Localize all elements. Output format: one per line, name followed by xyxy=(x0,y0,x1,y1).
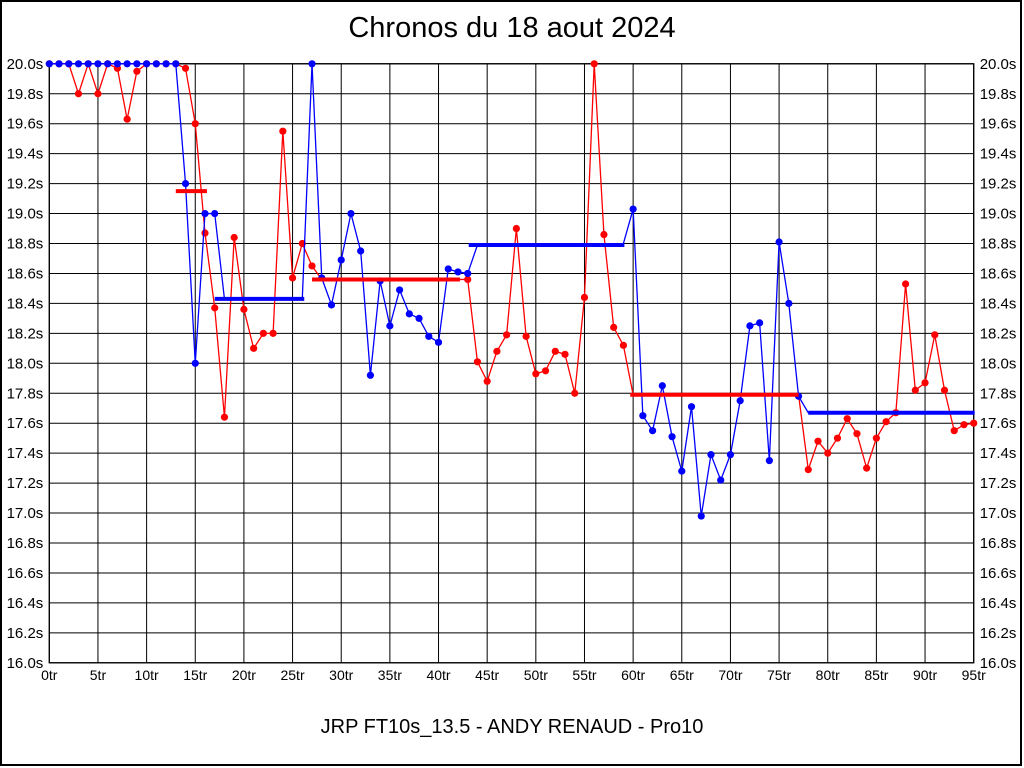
svg-text:17.4s: 17.4s xyxy=(980,445,1017,462)
svg-text:0tr: 0tr xyxy=(41,667,58,683)
svg-text:40tr: 40tr xyxy=(426,667,450,683)
svg-text:18.2s: 18.2s xyxy=(7,325,44,342)
svg-text:17.2s: 17.2s xyxy=(7,475,44,492)
svg-text:16.4s: 16.4s xyxy=(980,595,1017,612)
svg-text:16.6s: 16.6s xyxy=(980,565,1017,582)
svg-text:50tr: 50tr xyxy=(524,667,548,683)
svg-text:18.6s: 18.6s xyxy=(7,265,44,282)
svg-text:17.8s: 17.8s xyxy=(7,385,44,402)
svg-text:15tr: 15tr xyxy=(183,667,207,683)
svg-text:18.2s: 18.2s xyxy=(980,325,1017,342)
svg-text:18.8s: 18.8s xyxy=(980,236,1017,253)
svg-text:19.0s: 19.0s xyxy=(980,206,1017,223)
svg-text:18.0s: 18.0s xyxy=(7,355,44,372)
svg-text:19.6s: 19.6s xyxy=(7,116,44,133)
svg-text:35tr: 35tr xyxy=(378,667,402,683)
svg-text:20.0s: 20.0s xyxy=(7,56,44,73)
svg-text:85tr: 85tr xyxy=(864,667,888,683)
svg-text:17.0s: 17.0s xyxy=(980,505,1017,522)
svg-text:19.8s: 19.8s xyxy=(7,86,44,103)
svg-text:17.6s: 17.6s xyxy=(980,415,1017,432)
svg-text:16.4s: 16.4s xyxy=(7,595,44,612)
svg-text:25tr: 25tr xyxy=(280,667,304,683)
svg-text:65tr: 65tr xyxy=(670,667,694,683)
svg-text:19.2s: 19.2s xyxy=(980,176,1017,193)
svg-text:17.2s: 17.2s xyxy=(980,475,1017,492)
svg-text:19.6s: 19.6s xyxy=(980,116,1017,133)
svg-text:45tr: 45tr xyxy=(475,667,499,683)
svg-text:20tr: 20tr xyxy=(232,667,256,683)
svg-text:18.4s: 18.4s xyxy=(7,295,44,312)
svg-text:80tr: 80tr xyxy=(816,667,840,683)
svg-text:17.4s: 17.4s xyxy=(7,445,44,462)
svg-text:17.6s: 17.6s xyxy=(7,415,44,432)
svg-text:19.0s: 19.0s xyxy=(7,206,44,223)
svg-text:17.0s: 17.0s xyxy=(7,505,44,522)
svg-text:16.2s: 16.2s xyxy=(980,625,1017,642)
svg-text:18.4s: 18.4s xyxy=(980,295,1017,312)
svg-text:75tr: 75tr xyxy=(767,667,791,683)
svg-text:19.2s: 19.2s xyxy=(7,176,44,193)
svg-text:16.6s: 16.6s xyxy=(7,565,44,582)
svg-text:90tr: 90tr xyxy=(913,667,937,683)
svg-text:30tr: 30tr xyxy=(329,667,353,683)
svg-text:95tr: 95tr xyxy=(962,667,986,683)
svg-text:18.8s: 18.8s xyxy=(7,236,44,253)
svg-text:19.8s: 19.8s xyxy=(980,86,1017,103)
svg-text:70tr: 70tr xyxy=(718,667,742,683)
svg-text:60tr: 60tr xyxy=(621,667,645,683)
svg-text:19.4s: 19.4s xyxy=(7,146,44,163)
svg-text:17.8s: 17.8s xyxy=(980,385,1017,402)
svg-text:16.0s: 16.0s xyxy=(7,655,44,672)
svg-text:20.0s: 20.0s xyxy=(980,56,1017,73)
svg-text:19.4s: 19.4s xyxy=(980,146,1017,163)
svg-text:16.8s: 16.8s xyxy=(7,535,44,552)
svg-text:18.6s: 18.6s xyxy=(980,265,1017,282)
svg-text:16.2s: 16.2s xyxy=(7,625,44,642)
svg-text:16.8s: 16.8s xyxy=(980,535,1017,552)
svg-text:55tr: 55tr xyxy=(572,667,596,683)
svg-text:10tr: 10tr xyxy=(135,667,159,683)
svg-text:5tr: 5tr xyxy=(90,667,107,683)
svg-text:18.0s: 18.0s xyxy=(980,355,1017,372)
